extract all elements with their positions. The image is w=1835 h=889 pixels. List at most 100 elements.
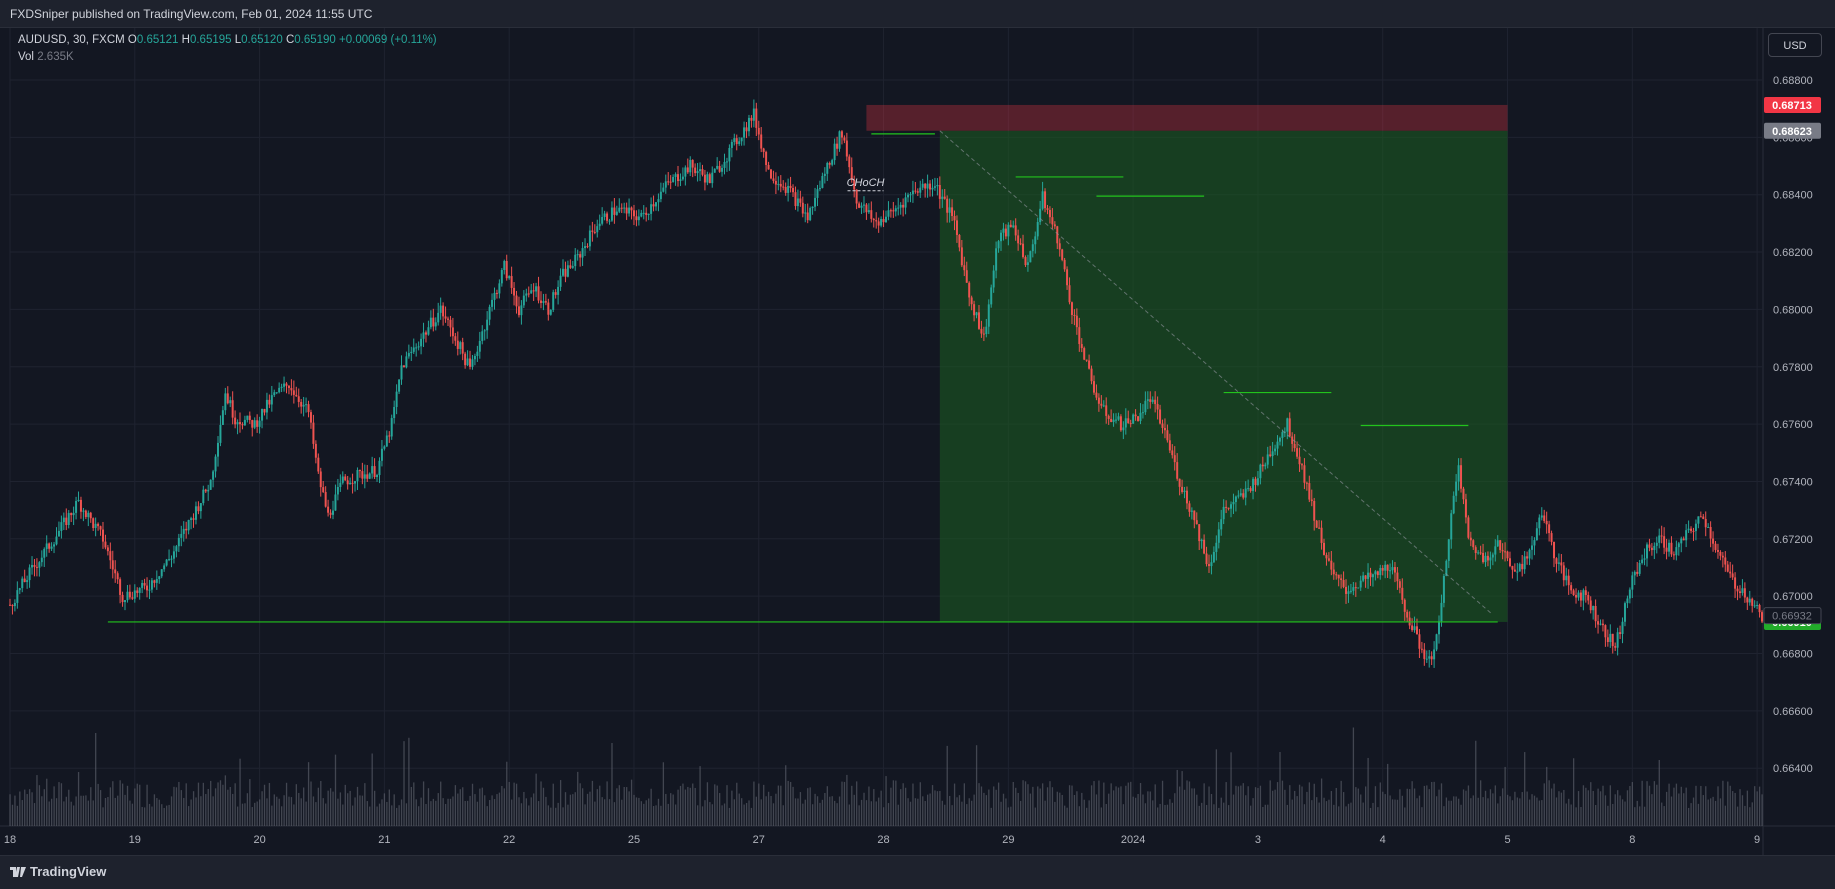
candle-body	[1685, 530, 1688, 541]
volume-bar	[1621, 799, 1624, 826]
volume-bar	[611, 742, 613, 826]
volume-bar	[838, 796, 841, 826]
volume-bar	[148, 803, 151, 826]
y-tick-label: 0.66800	[1773, 649, 1813, 661]
target-zone[interactable]	[939, 130, 1508, 622]
volume-bar	[599, 785, 601, 826]
volume-bar	[953, 783, 956, 826]
candle-body	[938, 185, 941, 199]
volume-bar	[1262, 806, 1264, 826]
candle-body	[686, 167, 689, 173]
volume-bar	[1700, 785, 1702, 826]
candle-body	[1420, 648, 1423, 650]
volume-bar	[175, 787, 178, 826]
volume-bar	[1560, 792, 1563, 826]
volume-bar	[90, 787, 92, 826]
candle-body	[1254, 478, 1257, 485]
candle-body	[1690, 528, 1693, 531]
volume-bar	[425, 803, 427, 826]
entry-price-label-bg	[1764, 122, 1821, 139]
volume-bar	[1435, 796, 1438, 826]
volume-bar	[347, 793, 349, 826]
volume-bar	[449, 798, 452, 826]
volume-bar	[229, 786, 231, 826]
volume-bar	[719, 793, 721, 826]
candle-body	[1462, 488, 1465, 500]
candle-body	[980, 328, 983, 334]
volume-bar	[200, 796, 202, 826]
candle-body	[1036, 222, 1039, 237]
candle-body	[1621, 621, 1624, 634]
candle-body	[691, 159, 694, 168]
candle-body	[1354, 587, 1357, 589]
candle-body	[500, 270, 503, 284]
volume-bar	[716, 785, 718, 826]
volume-bar	[1325, 801, 1328, 826]
volume-bar	[726, 785, 728, 826]
candle-body	[363, 474, 366, 479]
candle-body	[106, 547, 109, 552]
candle-body	[424, 332, 427, 335]
volume-bar	[804, 799, 806, 826]
candle-body	[1374, 571, 1377, 575]
candle-body	[1183, 490, 1186, 492]
candle-body	[327, 506, 330, 513]
candle-body	[1619, 632, 1622, 634]
volume-bar	[1599, 791, 1602, 826]
volume-bar	[1220, 797, 1222, 826]
trend-line[interactable]	[939, 130, 1494, 616]
symbol-legend: AUDUSD, 30, FXCM O0.65121 H0.65195 L0.65…	[18, 34, 437, 46]
volume-bar	[1619, 795, 1621, 826]
volume-bar	[763, 784, 765, 826]
candle-body	[919, 187, 922, 193]
volume-bar	[153, 794, 156, 826]
symbol-name[interactable]: AUDUSD, 30, FXCM	[18, 34, 125, 46]
tradingview-brand[interactable]: TradingView	[10, 864, 106, 879]
volume-bar	[1653, 781, 1656, 826]
volume-bar	[904, 787, 907, 826]
candle-body	[728, 147, 731, 162]
candle-body	[547, 302, 550, 315]
low-label: L	[234, 34, 242, 46]
candle-body	[1479, 552, 1482, 554]
volume-bar	[1328, 799, 1330, 826]
candle-body	[207, 489, 210, 492]
candle-body	[373, 466, 376, 478]
volume-bar	[332, 791, 334, 826]
volume-bar	[1695, 785, 1697, 826]
candle-body	[1088, 360, 1091, 369]
volume-bar	[276, 796, 278, 826]
candle-body	[508, 276, 511, 279]
volume-bar	[1692, 797, 1695, 826]
candle-body	[889, 210, 892, 212]
volume-bar	[807, 788, 809, 826]
candle-body	[1247, 488, 1250, 490]
candle-body	[368, 473, 371, 479]
volume-bar	[530, 797, 532, 826]
volume-bar	[550, 807, 552, 826]
volume-bar	[1563, 789, 1565, 826]
candle-body	[9, 604, 11, 606]
candle-body	[699, 169, 702, 172]
volume-bar	[1421, 807, 1423, 826]
stop-zone[interactable]	[866, 104, 1508, 131]
volume-bar	[496, 794, 498, 826]
candle-body	[1141, 412, 1144, 414]
volume-bar	[1741, 795, 1744, 826]
candle-body	[114, 569, 117, 574]
volume-bar	[312, 796, 315, 826]
volume-bar	[466, 800, 469, 826]
candle-body	[236, 422, 239, 425]
currency-button[interactable]: USD	[1768, 33, 1822, 57]
volume-bar	[1269, 780, 1271, 826]
candle-body	[1467, 517, 1470, 538]
volume-bar	[1572, 758, 1575, 826]
candle-body	[459, 342, 462, 349]
volume-bar	[1294, 790, 1296, 826]
candle-body	[121, 594, 124, 603]
volume-bar	[1705, 786, 1707, 826]
volume-bar	[711, 804, 713, 826]
volume-bar	[300, 798, 302, 826]
candle-body	[1584, 590, 1587, 596]
